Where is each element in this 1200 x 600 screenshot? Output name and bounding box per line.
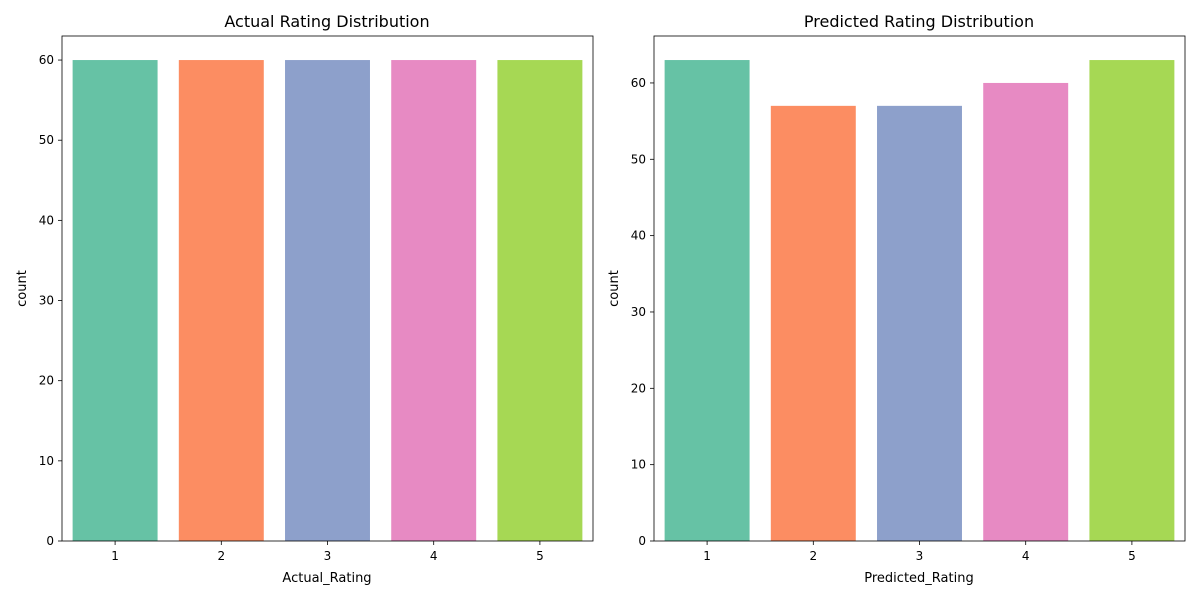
x-axis-ticks: 1 2 3 4 5 [111, 541, 544, 563]
y-tick-label: 40 [631, 229, 646, 243]
bar-4 [983, 82, 1069, 542]
bars [72, 60, 583, 542]
bar-3 [877, 105, 962, 542]
y-tick-label: 50 [39, 133, 54, 147]
y-tick-label: 40 [39, 213, 54, 227]
x-axis-label: Predicted_Rating [864, 571, 973, 586]
x-tick-label: 2 [809, 549, 817, 563]
y-axis-label: count [607, 270, 622, 307]
x-tick-label: 1 [703, 549, 711, 563]
bar-5 [1089, 60, 1175, 542]
bars [664, 60, 1175, 542]
x-tick-label: 2 [217, 549, 225, 563]
y-tick-label: 60 [631, 76, 646, 90]
x-tick-label: 5 [536, 549, 544, 563]
bar-1 [72, 60, 158, 542]
x-tick-label: 4 [1022, 549, 1030, 563]
x-tick-label: 5 [1128, 549, 1136, 563]
y-tick-label: 10 [39, 454, 54, 468]
y-tick-label: 50 [631, 152, 646, 166]
bar-2 [178, 60, 264, 542]
plot-frame [653, 35, 1186, 542]
y-tick-label: 60 [39, 53, 54, 67]
bar-4 [391, 60, 477, 542]
y-tick-label: 30 [631, 305, 646, 319]
x-axis-label: Actual_Rating [282, 571, 371, 586]
y-tick-label: 20 [631, 381, 646, 395]
bar-2 [770, 105, 856, 542]
predicted-rating-chart: Predicted Rating Distribution 0 10 20 30 40 5… [607, 12, 1186, 586]
y-tick-label: 0 [638, 534, 646, 548]
y-axis-ticks: 0 10 20 30 40 50 60 [39, 53, 62, 548]
x-tick-label: 4 [430, 549, 438, 563]
x-tick-label: 3 [324, 549, 332, 563]
bar-3 [285, 60, 370, 542]
x-tick-label: 1 [111, 549, 119, 563]
actual-rating-chart: Actual Rating Distribution 0 10 20 30 40 50 60… [15, 12, 594, 586]
y-tick-label: 20 [39, 374, 54, 388]
y-tick-label: 30 [39, 294, 54, 308]
x-axis-ticks: 1 2 3 4 5 [703, 541, 1136, 563]
x-tick-label: 3 [916, 549, 924, 563]
plot-frame [61, 35, 594, 542]
y-axis-label: count [15, 270, 30, 307]
bar-5 [497, 60, 583, 542]
y-tick-label: 0 [46, 534, 54, 548]
bar-1 [664, 60, 750, 542]
y-axis-ticks: 0 10 20 30 40 50 60 [631, 76, 654, 548]
chart-title: Actual Rating Distribution [224, 12, 429, 31]
chart-title: Predicted Rating Distribution [804, 12, 1034, 31]
y-tick-label: 10 [631, 458, 646, 472]
